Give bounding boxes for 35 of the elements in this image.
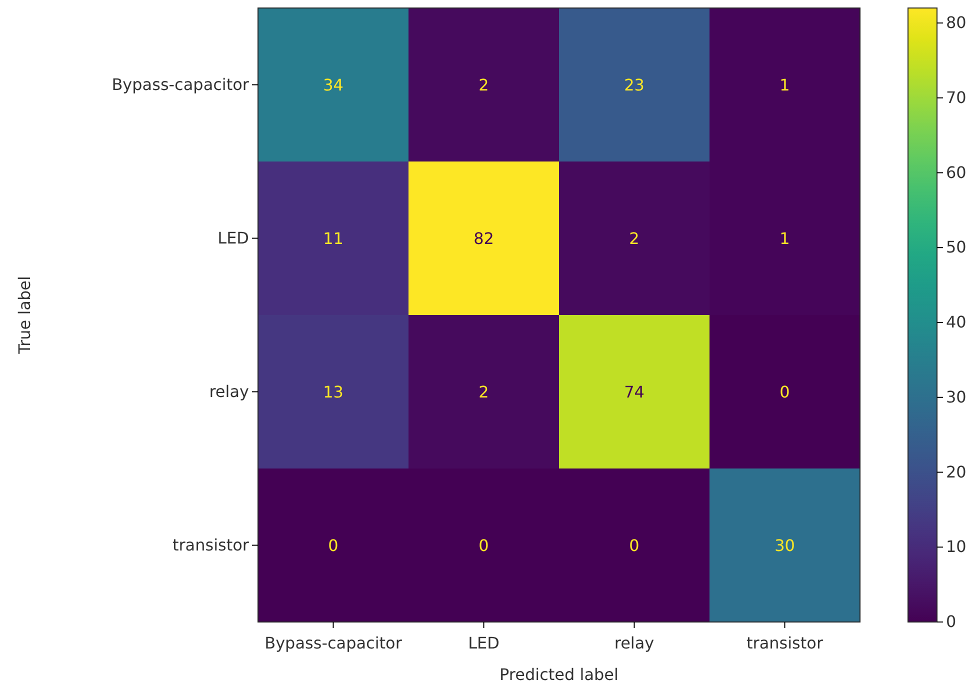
data-label: 1 <box>780 75 790 94</box>
color-bar-label: 60 <box>946 162 966 182</box>
y-tick-label: Bypass-capacitor <box>112 74 250 94</box>
x-tick-label: LED <box>468 634 500 653</box>
data-label: 23 <box>624 75 644 94</box>
y-axis-title: True label <box>15 276 34 355</box>
data-label: 30 <box>774 536 795 555</box>
data-label: 11 <box>323 228 344 248</box>
data-label: 0 <box>629 536 640 555</box>
color-bar-label: 50 <box>946 238 966 257</box>
data-label: 74 <box>624 382 644 402</box>
data-label: 0 <box>780 382 790 402</box>
data-label: 0 <box>328 536 338 555</box>
y-tick-label: LED <box>218 228 249 248</box>
data-label: 2 <box>478 75 489 94</box>
color-bar-label: 30 <box>946 387 966 406</box>
color-bar-label: 10 <box>946 537 966 556</box>
x-tick-label: Bypass-capacitor <box>264 634 402 653</box>
x-tick-label: relay <box>614 634 654 653</box>
color-bar-label: 20 <box>946 462 966 482</box>
y-tick-label: transistor <box>172 535 250 554</box>
color-bar-label: 0 <box>946 612 956 632</box>
data-label: 82 <box>474 228 494 248</box>
x-axis-title: Predicted label <box>500 665 618 684</box>
data-label: 2 <box>478 382 489 402</box>
color-bar-label: 40 <box>946 312 966 332</box>
data-label: 0 <box>478 536 489 555</box>
data-label: 1 <box>780 228 790 248</box>
x-tick-label: transistor <box>746 634 824 653</box>
data-label: 2 <box>629 228 640 248</box>
color-bar-label: 80 <box>946 13 966 32</box>
data-label: 13 <box>323 382 344 402</box>
y-tick-label: relay <box>209 382 249 401</box>
color-bar-label: 70 <box>946 88 966 107</box>
data-label: 34 <box>323 75 344 94</box>
